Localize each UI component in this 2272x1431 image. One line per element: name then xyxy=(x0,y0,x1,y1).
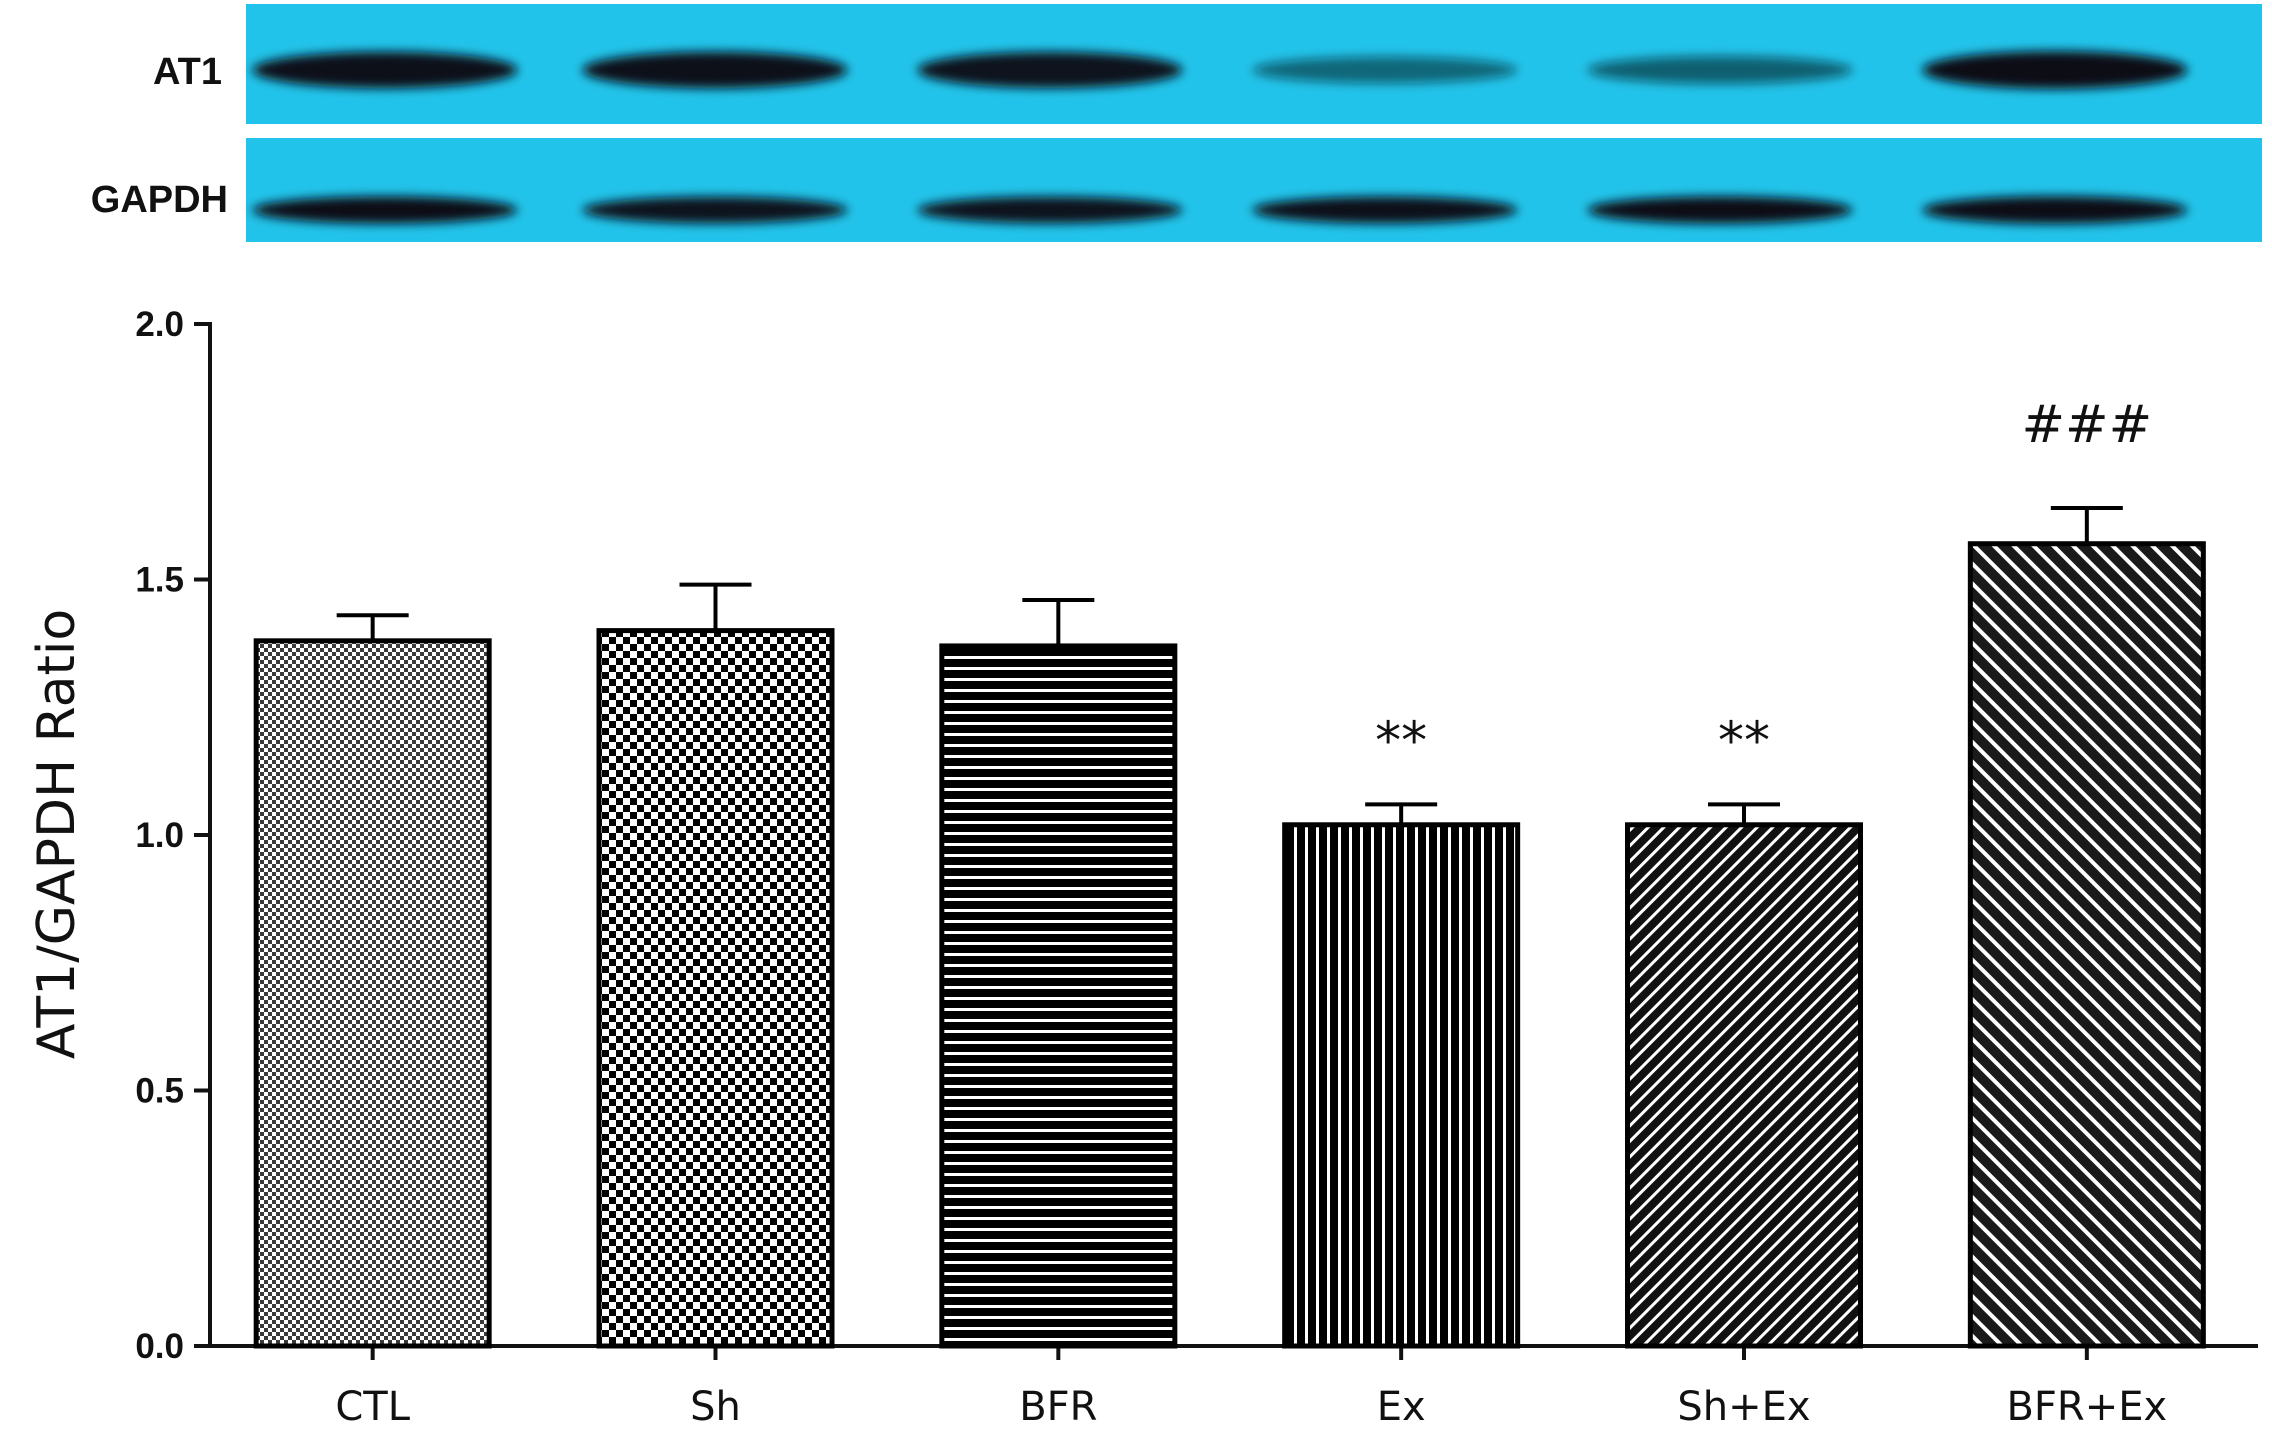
category-label: Ex xyxy=(1377,1384,1426,1430)
bar-bfr-plus-ex xyxy=(1967,541,2206,1349)
significance-label: ** xyxy=(1718,711,1770,771)
blot-row-label-at1: AT1 xyxy=(153,51,222,93)
category-label: CTL xyxy=(335,1384,410,1430)
category-label: BFR+Ex xyxy=(2006,1384,2167,1430)
blot-band xyxy=(917,51,1183,89)
y-tick-label: 0.5 xyxy=(135,1072,184,1111)
y-tick-label: 0.0 xyxy=(135,1327,184,1366)
chart-bars: ** ** ### xyxy=(253,395,2206,1349)
blot-band xyxy=(582,51,848,89)
bar-sh xyxy=(596,628,835,1349)
blot-band xyxy=(1922,196,2188,224)
significance-label: ** xyxy=(1375,711,1427,771)
category-label: Sh+Ex xyxy=(1677,1384,1810,1430)
blot-band xyxy=(1922,51,2188,89)
chart-axes: 0.0 0.5 1.0 1.5 2.0 CTL Sh BFR Ex Sh+Ex BFR+Ex xyxy=(135,305,2258,1430)
y-tick-label: 1.5 xyxy=(135,561,184,600)
blot-strips xyxy=(246,4,2262,242)
blot-strip-at1 xyxy=(246,4,2262,124)
category-label: Sh xyxy=(690,1384,741,1430)
blot-band xyxy=(252,51,518,89)
category-label: BFR xyxy=(1019,1384,1097,1430)
bar-ctl xyxy=(253,638,492,1349)
bar-bfr xyxy=(939,643,1178,1349)
y-tick-label: 2.0 xyxy=(135,305,184,344)
bar-chart: AT1/GAPDH Ratio 0.0 0.5 1.0 1.5 2.0 CTL Sh BFR E… xyxy=(27,305,2258,1430)
blot-band xyxy=(1252,196,1518,224)
blot-band xyxy=(1252,56,1518,84)
blot-row-label-gapdh: GAPDH xyxy=(91,179,228,221)
blot-band xyxy=(1587,196,1853,224)
significance-label: ### xyxy=(2021,395,2152,455)
y-axis-title: AT1/GAPDH Ratio xyxy=(27,609,87,1059)
blot-band xyxy=(1587,56,1853,84)
blot-band xyxy=(252,196,518,224)
western-blot: AT1 GAPDH xyxy=(91,4,2262,242)
bar-ex xyxy=(1282,822,1521,1349)
blot-strip-gapdh xyxy=(246,138,2262,242)
blot-band xyxy=(582,196,848,224)
blot-band xyxy=(917,196,1183,224)
bar-sh-plus-ex xyxy=(1625,822,1863,1349)
y-tick-label: 1.0 xyxy=(135,816,184,855)
